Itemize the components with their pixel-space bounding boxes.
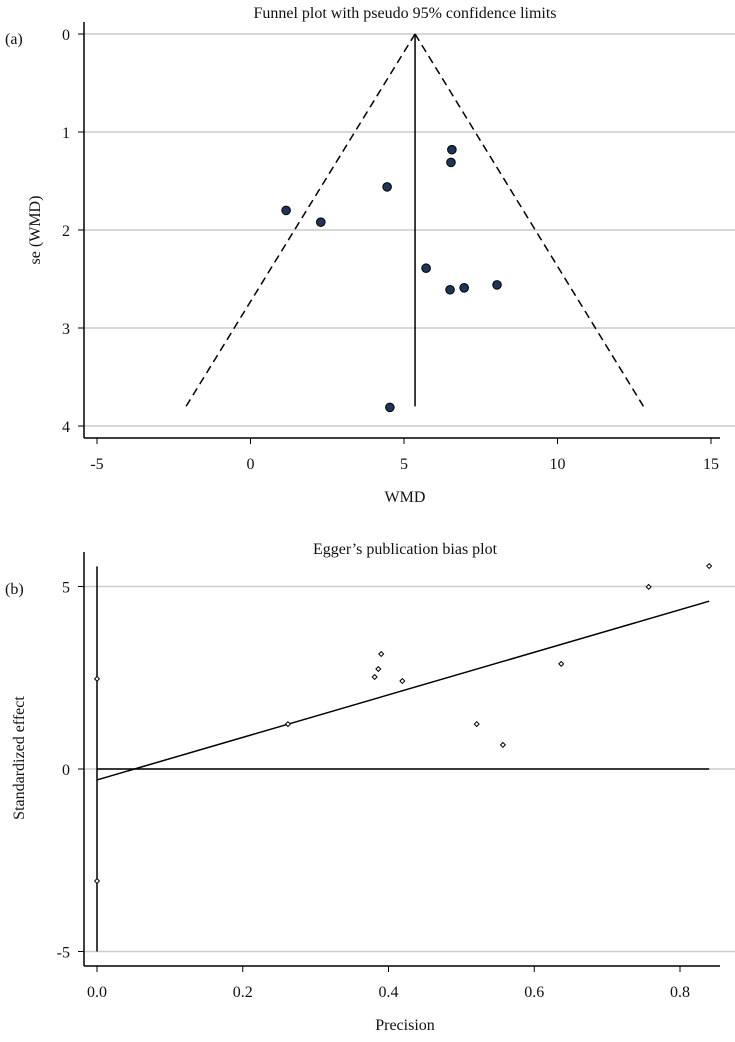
- x-tick-label: 5: [400, 456, 408, 473]
- egger-plot: (b) Egger’s publication bias plot Precis…: [5, 541, 735, 1034]
- panel-label-a: (a): [5, 31, 23, 48]
- y-tick-label: 0: [62, 762, 70, 779]
- data-point: [473, 720, 480, 728]
- y-tick-label: 2: [62, 223, 70, 240]
- data-point: [284, 720, 292, 728]
- lower-confidence-limit: [185, 33, 416, 407]
- x-tick-label: 0.8: [670, 984, 690, 1001]
- data-point: [371, 673, 378, 681]
- data-point: [706, 562, 713, 570]
- data-point: [93, 877, 101, 885]
- egger-xlabel: Precision: [375, 1017, 435, 1034]
- data-point: [382, 182, 392, 192]
- x-tick-label: 10: [550, 456, 566, 473]
- data-point: [93, 675, 101, 682]
- y-tick-label: 5: [62, 580, 70, 597]
- y-tick-label: 1: [62, 125, 70, 142]
- x-tick-label: 0.6: [524, 984, 544, 1001]
- data-point: [316, 217, 326, 227]
- egger-title: Egger’s publication bias plot: [313, 541, 498, 558]
- y-tick-label: 3: [62, 321, 70, 338]
- y-tick-label: 4: [62, 419, 70, 436]
- y-tick-label: -5: [57, 945, 70, 962]
- data-point: [645, 583, 652, 590]
- funnel-plot: (a) Funnel plot with pseudo 95% confiden…: [5, 5, 735, 506]
- data-point: [445, 284, 455, 295]
- data-point: [459, 283, 469, 293]
- data-point: [558, 660, 565, 667]
- x-tick-label: 0.4: [379, 984, 399, 1001]
- x-tick-label: 0: [247, 456, 255, 473]
- data-point: [492, 280, 502, 290]
- y-tick-label: 0: [62, 27, 70, 44]
- data-point: [421, 263, 431, 274]
- regression-line: [96, 600, 710, 781]
- funnel-title: Funnel plot with pseudo 95% confidence l…: [253, 5, 556, 22]
- x-tick-label: 0.0: [87, 984, 107, 1001]
- panel-label-b: (b): [5, 581, 24, 598]
- egger-ylabel: Standardized effect: [11, 696, 28, 820]
- data-point: [385, 402, 395, 413]
- data-point: [281, 205, 291, 216]
- data-point: [499, 741, 507, 749]
- funnel-xlabel: WMD: [385, 489, 426, 506]
- data-point: [375, 665, 382, 673]
- data-point: [447, 144, 457, 155]
- upper-confidence-limit: [414, 33, 645, 407]
- data-point: [378, 650, 385, 658]
- funnel-ylabel: se (WMD): [27, 196, 44, 265]
- x-tick-label: -5: [90, 456, 103, 473]
- data-point: [399, 677, 406, 685]
- data-point: [446, 157, 456, 168]
- x-tick-label: 0.2: [233, 984, 253, 1001]
- x-tick-label: 15: [703, 456, 719, 473]
